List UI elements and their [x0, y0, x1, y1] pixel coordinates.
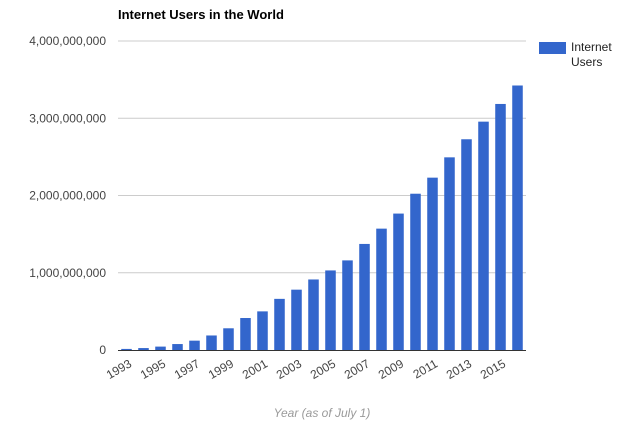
- bar-1999: [223, 328, 234, 350]
- x-tick-label: 1995: [138, 356, 168, 382]
- x-tick-label: 2007: [342, 356, 372, 382]
- bar-1996: [172, 344, 183, 350]
- bar-2001: [257, 311, 268, 350]
- legend: Internet Users: [539, 40, 612, 69]
- bar-2000: [240, 318, 251, 350]
- bar-2009: [393, 213, 404, 350]
- bar-2005: [325, 270, 336, 350]
- bar-2014: [478, 121, 489, 350]
- chart-title: Internet Users in the World: [118, 7, 284, 22]
- bar-1994: [138, 348, 149, 350]
- x-tick-label: 2005: [308, 356, 338, 382]
- x-tick-label: 1999: [206, 356, 236, 382]
- legend-swatch: [539, 42, 566, 54]
- bar-1997: [189, 340, 200, 350]
- bar-2003: [291, 289, 302, 350]
- y-axis-ticks: 0 1,000,000,000 2,000,000,000 3,000,000,000…: [29, 34, 106, 357]
- x-axis-ticks: 1993 1995 1997 1999 2001 2003 2005 2007 2009 2011…: [104, 356, 508, 382]
- bar-2004: [308, 279, 319, 350]
- bar-2010: [410, 193, 421, 350]
- legend-label: Internet Users: [571, 40, 612, 69]
- y-tick-label: 0: [99, 343, 106, 357]
- bar-2012: [444, 157, 455, 350]
- x-axis-title: Year (as of July 1): [274, 406, 371, 420]
- bar-2011: [427, 177, 438, 350]
- bar-2016: [512, 85, 523, 350]
- bar-2013: [461, 139, 472, 350]
- x-tick-label: 1997: [172, 356, 202, 382]
- bar-2002: [274, 298, 285, 350]
- bar-1995: [155, 346, 166, 350]
- bar-2007: [359, 243, 370, 350]
- y-tick-label: 4,000,000,000: [29, 34, 106, 48]
- y-tick-label: 1,000,000,000: [29, 266, 106, 280]
- y-tick-label: 3,000,000,000: [29, 111, 106, 125]
- x-tick-label: 2015: [478, 356, 508, 382]
- x-tick-label: 2001: [240, 356, 270, 382]
- x-tick-label: 2003: [274, 356, 304, 382]
- legend-label-line: Users: [571, 55, 602, 69]
- legend-label-line: Internet: [571, 40, 612, 54]
- x-tick-label: 2009: [376, 356, 406, 382]
- bar-2008: [376, 228, 387, 350]
- gridlines: [118, 40, 526, 274]
- bar-1998: [206, 335, 217, 350]
- bars: [121, 85, 523, 351]
- bar-2006: [342, 260, 353, 350]
- bar-2015: [495, 103, 506, 351]
- bar-1993: [121, 348, 132, 350]
- x-tick-label: 2011: [411, 356, 441, 381]
- x-tick-label: 1993: [104, 356, 134, 382]
- y-tick-label: 2,000,000,000: [29, 189, 106, 203]
- x-tick-label: 2013: [444, 356, 474, 382]
